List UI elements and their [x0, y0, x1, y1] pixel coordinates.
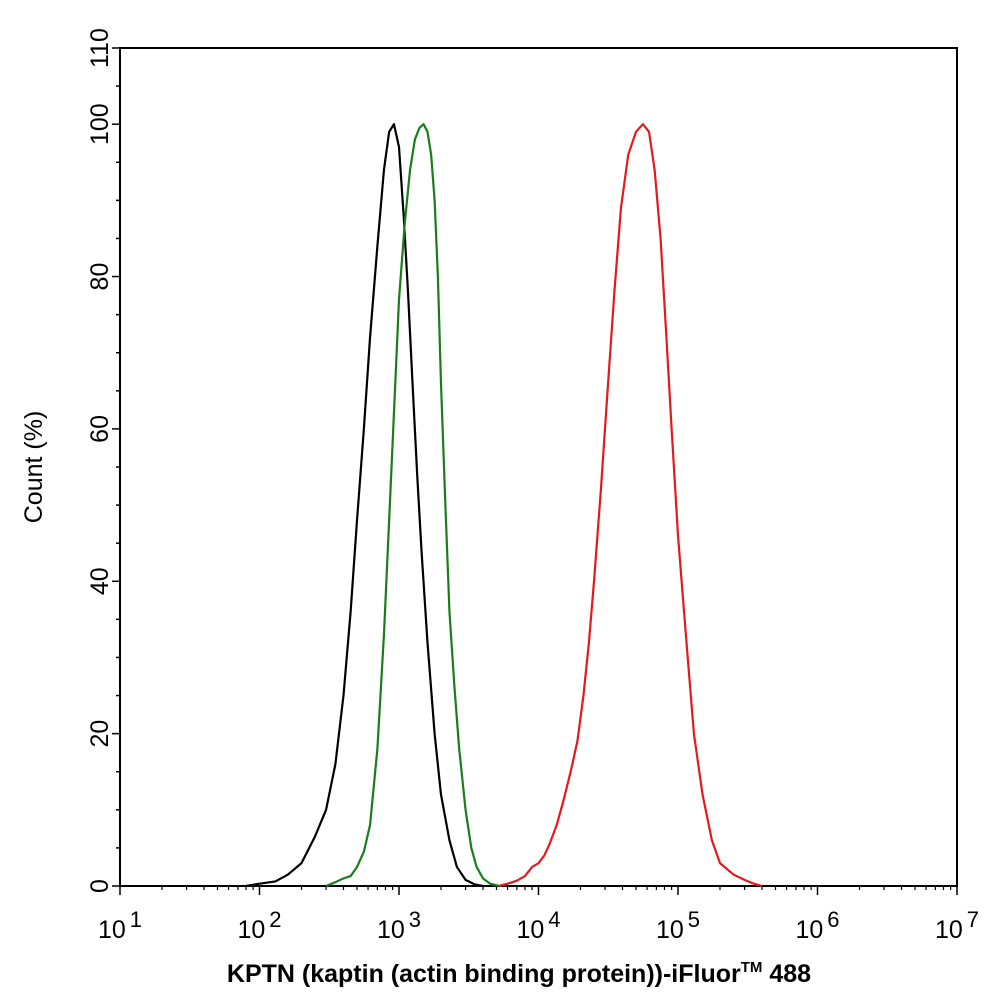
x-tick-label: 10 4 [516, 907, 560, 944]
plot-frame [119, 47, 958, 887]
x-tick-label: 10 6 [795, 907, 839, 944]
x-tick-label: 10 7 [935, 907, 979, 944]
y-tick-label: 100 [86, 103, 114, 145]
x-axis: 10 1 10 2 10 3 10 4 10 5 10 6 10 7 [98, 886, 979, 944]
x-axis-title-main: KPTN (kaptin (actin binding protein))-iF… [227, 960, 741, 988]
series-layer [245, 123, 763, 888]
y-axis-title: Count (%) [20, 411, 48, 524]
y-tick-label: 0 [86, 879, 114, 893]
x-tick-label: 10 5 [656, 907, 700, 944]
x-axis-title-suffix: 488 [762, 960, 811, 988]
x-tick-label: 10 3 [377, 907, 421, 944]
x-tick-label: 10 2 [237, 907, 281, 944]
y-axis: 0 20 40 60 80 100 110 [86, 28, 120, 893]
series-green-line [325, 123, 500, 888]
y-tick-label: 20 [86, 720, 114, 748]
y-tick-label: 80 [86, 263, 114, 291]
y-tick-label: 40 [86, 567, 114, 595]
series-red-line [498, 123, 763, 888]
series-black-line [245, 123, 484, 888]
x-axis-title-superscript: TM [741, 959, 763, 976]
y-tick-label: 60 [86, 415, 114, 443]
x-tick-label: 10 1 [98, 907, 142, 944]
x-axis-title: KPTN (kaptin (actin binding protein))-iF… [227, 959, 811, 988]
y-tick-label: 110 [86, 28, 114, 68]
